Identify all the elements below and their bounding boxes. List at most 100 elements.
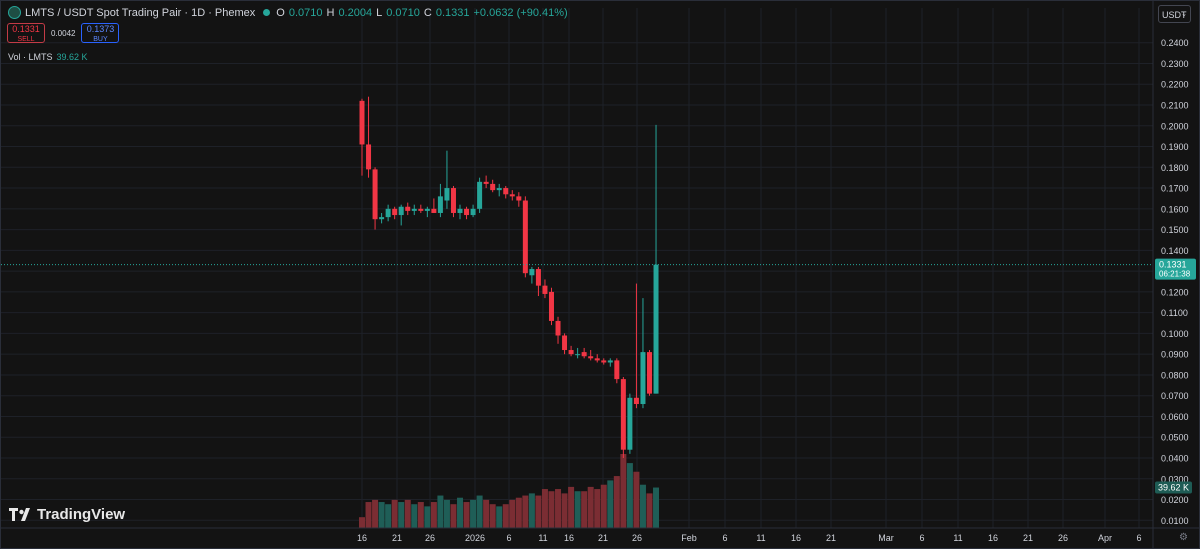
y-tick-label: 0.2200 xyxy=(1161,80,1189,90)
candle-body xyxy=(607,360,613,363)
candle-body xyxy=(496,188,502,191)
x-tick-label: 16 xyxy=(564,533,574,543)
tradingview-logo[interactable]: TradingView xyxy=(9,506,125,523)
candle xyxy=(424,206,430,218)
y-tick-label: 0.2100 xyxy=(1161,100,1189,110)
last-price-label-bg xyxy=(1155,258,1196,280)
candle-body xyxy=(470,208,476,216)
candle xyxy=(548,287,554,326)
candle-body xyxy=(588,356,594,359)
volume-bar xyxy=(437,495,444,528)
volume-bar xyxy=(424,506,431,528)
volume-bar xyxy=(443,499,450,528)
y-tick-label: 0.2400 xyxy=(1161,38,1189,48)
candle-body xyxy=(366,144,372,170)
candle-body xyxy=(405,206,411,211)
x-tick-label: 21 xyxy=(392,533,402,543)
candle xyxy=(483,175,489,189)
y-tick-label: 0.2000 xyxy=(1161,121,1189,131)
x-tick-label: 6 xyxy=(919,533,924,543)
sell-button[interactable]: 0.1331 SELL xyxy=(7,23,45,43)
candle xyxy=(405,202,411,216)
volume-bar xyxy=(372,499,379,528)
gear-icon[interactable]: ⚙ xyxy=(1179,532,1188,543)
candle-body xyxy=(372,169,378,220)
candle-body xyxy=(411,208,417,211)
volume-bar xyxy=(398,502,405,528)
candle xyxy=(575,347,581,359)
volume-bar xyxy=(646,493,653,528)
candle-body xyxy=(359,100,365,145)
volume-bar xyxy=(535,495,542,528)
volume-bar xyxy=(417,502,424,528)
candle xyxy=(516,192,522,207)
candle xyxy=(581,347,587,359)
y-tick-label: 0.0300 xyxy=(1161,474,1189,484)
candle-body xyxy=(522,200,528,274)
market-status-icon xyxy=(263,9,271,16)
volume-bar xyxy=(561,493,568,528)
symbol-title[interactable]: LMTS / USDT Spot Trading Pair · 1D · Phe… xyxy=(25,6,256,19)
x-tick-label: 26 xyxy=(632,533,642,543)
ohlc-low-key: L xyxy=(376,6,383,19)
candle-body xyxy=(646,352,652,394)
x-tick-label: 11 xyxy=(756,533,765,543)
volume-bar xyxy=(613,476,620,528)
candle xyxy=(457,204,463,220)
last-price-countdown: 06:21:38 xyxy=(1159,270,1191,279)
volume-legend[interactable]: Vol · LMTS 39.62 K xyxy=(8,52,88,62)
candle xyxy=(568,345,574,357)
volume-bar xyxy=(515,497,522,528)
symbol-logo-icon xyxy=(8,6,21,19)
candle-body xyxy=(398,206,404,216)
currency-select[interactable]: USDT ⌄ xyxy=(1158,5,1191,23)
ohlc-high-value: 0.2004 xyxy=(338,6,373,19)
y-tick-label: 0.1000 xyxy=(1161,329,1189,339)
volume-bar xyxy=(470,499,477,528)
volume-bar xyxy=(385,504,392,528)
volume-bar xyxy=(607,480,614,528)
candle xyxy=(535,266,541,297)
candle xyxy=(418,204,424,213)
candle xyxy=(646,350,652,396)
volume-bar xyxy=(378,502,385,528)
volume-bar xyxy=(587,486,594,528)
y-tick-label: 0.0500 xyxy=(1161,433,1189,443)
x-tick-label: 11 xyxy=(538,533,547,543)
candle xyxy=(496,183,502,197)
y-tick-label: 0.1600 xyxy=(1161,204,1189,214)
x-tick-label: 16 xyxy=(357,533,367,543)
candle xyxy=(411,204,417,216)
candle xyxy=(372,167,378,230)
last-volume-label: 39.62 K xyxy=(1155,481,1192,494)
candle-body xyxy=(535,269,541,286)
volume-bar xyxy=(457,497,464,528)
ohlc-open-value: 0.0710 xyxy=(288,6,323,19)
candle-body xyxy=(627,397,633,450)
y-tick-label: 0.1200 xyxy=(1161,287,1189,297)
candle-body xyxy=(601,360,607,363)
candle-body xyxy=(633,397,639,405)
candle xyxy=(477,177,483,213)
candle-body xyxy=(653,264,659,394)
sell-price: 0.1331 xyxy=(12,24,40,34)
candle xyxy=(450,185,456,218)
candle xyxy=(509,190,515,201)
candle-body xyxy=(509,194,515,197)
y-tick-label: 0.1100 xyxy=(1161,308,1188,318)
x-tick-label: Feb xyxy=(681,533,697,543)
candle-body xyxy=(542,285,548,294)
candle xyxy=(640,298,646,409)
candle-body xyxy=(424,208,430,211)
ohlc-open-key: O xyxy=(276,6,285,19)
buy-button[interactable]: 0.1373 BUY xyxy=(81,23,120,43)
candle xyxy=(614,358,620,384)
y-tick-label: 0.0800 xyxy=(1161,370,1189,380)
volume-bar xyxy=(450,504,457,528)
candle xyxy=(607,358,613,367)
candle xyxy=(359,98,365,176)
candle xyxy=(366,96,372,178)
volume-bar xyxy=(548,491,555,528)
